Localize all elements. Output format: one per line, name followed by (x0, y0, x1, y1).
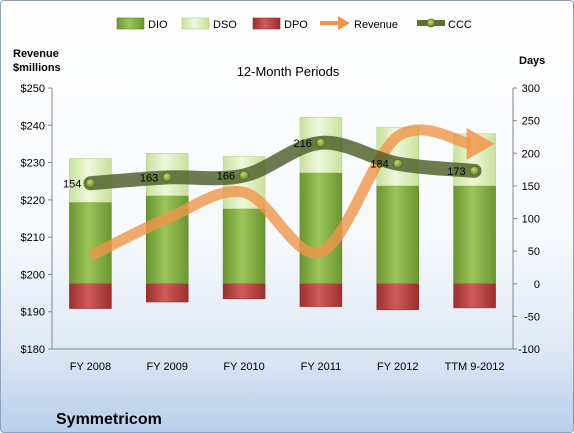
ccc-data-label: 166 (217, 170, 235, 182)
legend-label-dso: DSO (213, 19, 237, 31)
bar-dpo (146, 283, 189, 303)
x-axis-tick-labels: FY 2008 FY 2009 FY 2010 FY 2011 FY 2012 TTM 9… (70, 361, 505, 373)
left-tick-label: $220 (21, 195, 45, 207)
left-tick-label: $250 (21, 83, 45, 95)
bar-dio (453, 185, 496, 284)
legend-swatch-dso (181, 17, 210, 30)
left-axis-label-line1: Revenue (13, 48, 59, 60)
bar-dio (376, 185, 419, 284)
right-tick-label: 250 (522, 116, 540, 128)
left-axis-ticks: $180 $190 $200 $210 $220 $230 $240 $250 (21, 83, 52, 356)
ccc-data-label: 163 (140, 172, 158, 184)
legend: DIO DSO DPO Revenue CCC (116, 16, 472, 31)
x-tick-label: FY 2010 (223, 361, 264, 373)
x-tick-label: FY 2008 (70, 361, 111, 373)
legend-arrow-icon (320, 16, 350, 30)
revenue-series (88, 124, 495, 261)
legend-swatch-dio (116, 17, 145, 30)
ccc-series: 154 163 166 216 184 173 (63, 135, 482, 191)
x-tick-label: FY 2009 (147, 361, 188, 373)
footer-title: Symmetricom (56, 411, 162, 428)
ccc-data-label: 154 (63, 178, 81, 190)
left-axis-label-line2: $millions (13, 62, 61, 74)
ccc-data-label: 173 (447, 166, 465, 178)
legend-label-dpo: DPO (284, 19, 308, 31)
left-tick-label: $240 (21, 120, 45, 132)
ccc-point (469, 165, 480, 176)
right-tick-label: 300 (522, 83, 540, 95)
ccc-point (392, 158, 403, 169)
bar-dpo (376, 283, 419, 311)
right-tick-label: 0 (534, 279, 540, 291)
legend-swatch-dpo (252, 17, 281, 30)
ccc-data-label: 184 (370, 159, 388, 171)
chart-title: 12-Month Periods (237, 64, 340, 79)
legend-label-ccc: CCC (448, 19, 472, 31)
bar-dpo (222, 283, 266, 300)
legend-label-dio: DIO (148, 19, 168, 31)
left-tick-label: $180 (21, 344, 45, 356)
x-tick-label: FY 2012 (377, 361, 418, 373)
ccc-point (162, 172, 173, 183)
bar-dpo (69, 283, 112, 309)
right-tick-label: 200 (522, 148, 540, 160)
left-tick-label: $230 (21, 158, 45, 170)
legend-label-revenue: Revenue (354, 19, 398, 31)
right-tick-label: 150 (522, 181, 540, 193)
stacked-bars (69, 117, 496, 311)
bar-dio (222, 208, 266, 284)
legend-ccc-marker-icon (417, 18, 445, 28)
x-tick-label: FY 2011 (301, 361, 342, 373)
right-tick-label: -100 (518, 344, 540, 356)
bar-dio (299, 172, 343, 284)
left-tick-label: $190 (21, 307, 45, 319)
ccc-data-label: 216 (294, 138, 312, 150)
bar-dpo (299, 283, 343, 307)
right-tick-label: 100 (522, 214, 540, 226)
bar-dpo (453, 283, 496, 309)
x-tick-label: TTM 9-2012 (445, 361, 505, 373)
revenue-line (88, 124, 472, 261)
revenue-arrowhead (466, 127, 495, 160)
ccc-point (316, 137, 326, 148)
right-axis-label: Days (519, 55, 545, 67)
right-axis-ticks: -100 -50 0 50 100 150 200 250 300 (513, 83, 540, 356)
left-tick-label: $210 (21, 232, 45, 244)
ccc-point (239, 170, 249, 181)
left-tick-label: $200 (21, 269, 45, 281)
right-tick-label: 50 (528, 246, 540, 258)
ccc-point (85, 178, 96, 189)
right-tick-label: -50 (524, 311, 540, 323)
